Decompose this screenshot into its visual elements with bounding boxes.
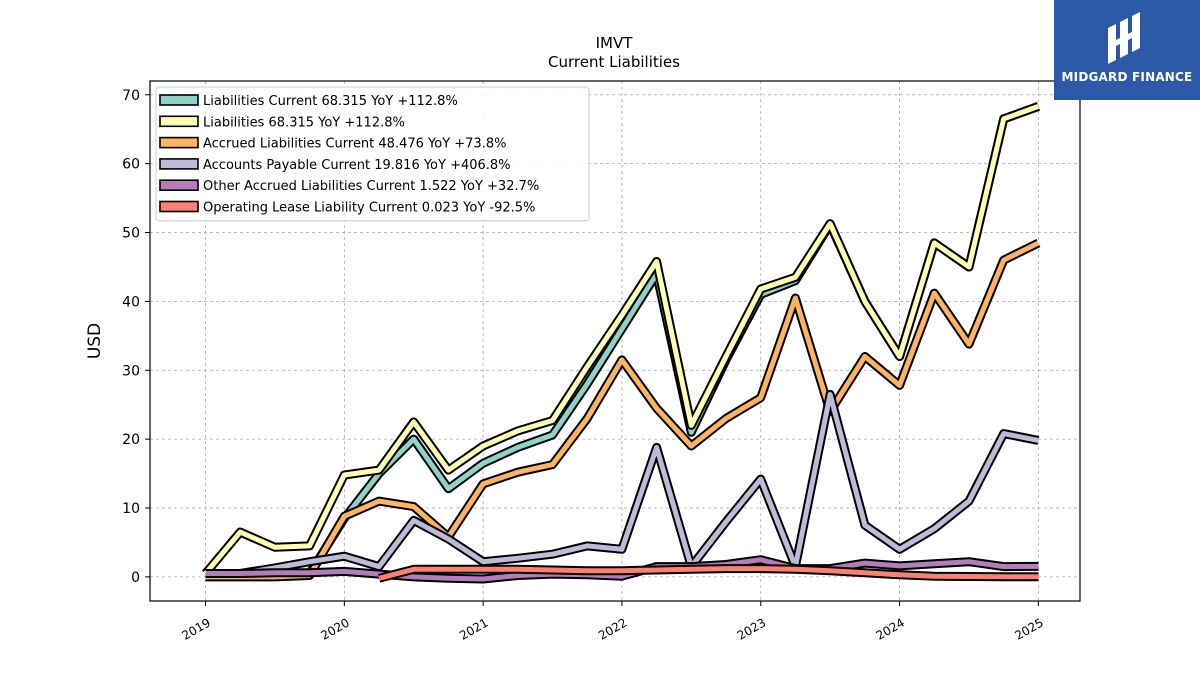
series-3 [205, 238, 1041, 582]
brand-logo-text: MIDGARD FINANCE [1061, 70, 1193, 84]
legend-swatch [159, 158, 199, 170]
legend-swatch [159, 200, 199, 213]
brand-logo: MIDGARD FINANCE [1054, 0, 1200, 100]
legend-label: Liabilities 68.315 YoY +112.8% [203, 115, 405, 130]
series-outline [239, 389, 1040, 578]
chart-subtitle: Current Liabilities [548, 53, 680, 71]
series-layer [202, 102, 1041, 584]
y-tick-label: 10 [122, 501, 140, 517]
x-tick-label: 2024 [874, 615, 907, 642]
legend-swatch [159, 179, 199, 191]
y-tick-label: 60 [122, 157, 140, 173]
legend-label: Accounts Payable Current 19.816 YoY +406… [203, 158, 511, 173]
legend-swatch [159, 136, 199, 149]
series-6 [377, 564, 1039, 583]
series-line [203, 104, 1040, 576]
legend-swatch [159, 115, 199, 128]
y-axis-label: USD [85, 323, 105, 359]
legend: Liabilities Current 68.315 YoY +112.8% Li… [155, 86, 590, 222]
chart-title: IMVT [596, 34, 634, 52]
legend-swatch [159, 94, 199, 106]
series-line [205, 557, 1039, 582]
legend-label: Accrued Liabilities Current 48.476 YoY +… [203, 137, 506, 152]
x-tick-label: 2019 [180, 615, 213, 642]
y-tick-label: 50 [122, 226, 140, 242]
legend-label: Other Accrued Liabilities Current 1.522 … [203, 179, 539, 194]
series-4 [239, 389, 1040, 578]
series-2 [202, 102, 1040, 577]
plot-frame [149, 80, 1081, 602]
midgard-logo-icon [1108, 12, 1140, 64]
x-tick-label: 2023 [735, 615, 768, 642]
y-tick-label: 0 [131, 570, 140, 586]
legend-label: Operating Lease Liability Current 0.023 … [203, 201, 535, 216]
series-line [239, 391, 1039, 576]
legend-label: Liabilities Current 68.315 YoY +112.8% [203, 94, 458, 109]
y-tick-label: 70 [122, 88, 140, 104]
y-tick-label: 30 [122, 363, 140, 379]
series-5 [205, 555, 1039, 584]
series-line [378, 566, 1039, 581]
x-tick-label: 2025 [1012, 615, 1045, 642]
y-tick-label: 20 [122, 432, 140, 448]
y-tick-label: 40 [122, 294, 140, 310]
series-line [205, 240, 1040, 580]
legend-box [155, 86, 590, 222]
x-tick-label: 2021 [457, 615, 490, 642]
x-tick-label: 2020 [318, 615, 351, 642]
x-tick-label: 2022 [596, 615, 629, 642]
